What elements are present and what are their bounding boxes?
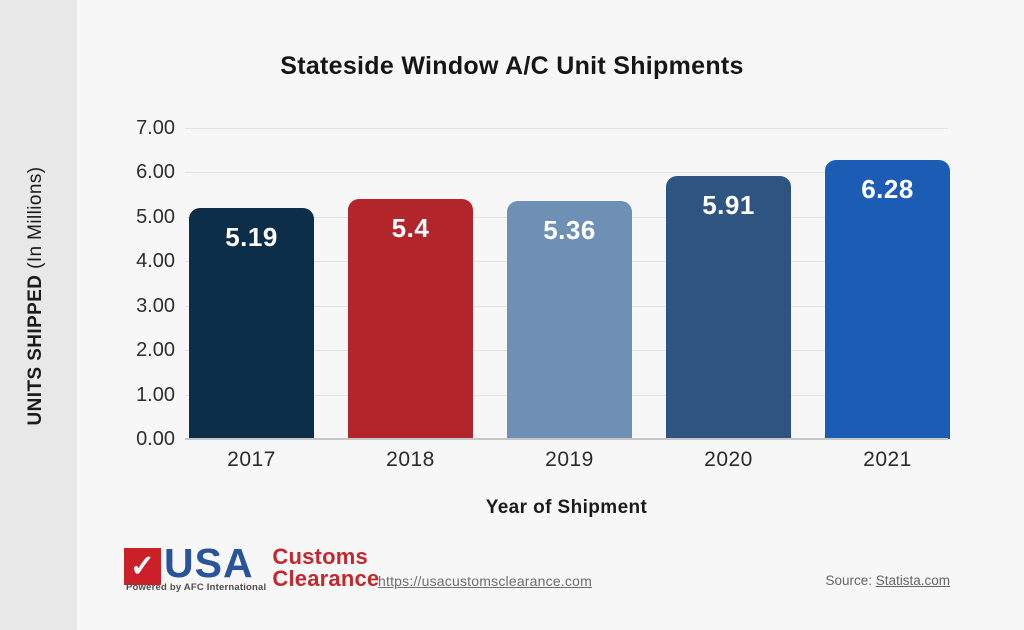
- bar-value-label-2019: 5.36: [543, 214, 596, 245]
- x-axis-line: [185, 438, 948, 440]
- bar-value-label-2020: 5.91: [702, 190, 755, 221]
- bar-2018: 5.4: [348, 199, 473, 439]
- y-axis-title-bold: UNITS SHIPPED: [25, 274, 46, 426]
- y-tick-7.00: 7.00: [136, 117, 175, 139]
- y-tick-0.00: 0.00: [136, 428, 175, 450]
- logo-customs-text: Customs: [272, 544, 368, 569]
- bar-value-label-2017: 5.19: [225, 222, 278, 253]
- y-tick-2.00: 2.00: [136, 339, 175, 362]
- left-gray-strip: [0, 0, 77, 630]
- gridline-7.00: [185, 128, 948, 129]
- bar-2019: 5.36: [507, 200, 632, 439]
- x-axis-title: Year of Shipment: [485, 497, 648, 518]
- source-attribution: Source: Statista.com: [825, 573, 950, 588]
- x-tick-2017: 2017: [227, 448, 276, 471]
- source-link[interactable]: Statista.com: [875, 573, 950, 588]
- logo-customs-clearance-block: Customs Clearance: [272, 546, 379, 590]
- y-tick-5.00: 5.00: [136, 205, 175, 228]
- logo-powered-by: Powered by AFC International: [126, 582, 267, 593]
- y-tick-4.00: 4.00: [136, 250, 175, 273]
- source-prefix: Source:: [825, 573, 876, 588]
- bar-value-label-2021: 6.28: [861, 174, 914, 204]
- y-tick-1.00: 1.00: [136, 383, 175, 406]
- y-axis-title-units: (In Millions): [25, 166, 46, 275]
- bar-2021: 6.28: [825, 160, 950, 439]
- website-link[interactable]: https://usacustomsclearance.com: [378, 573, 592, 589]
- usa-customs-clearance-logo: ✓ USA Powered by AFC International Custo…: [124, 540, 379, 594]
- logo-usa-text: USA: [164, 540, 254, 586]
- y-tick-6.00: 6.00: [136, 161, 175, 184]
- bar-chart-plot-area: 5.19 5.4 5.36 5.91 6.28: [185, 128, 950, 440]
- checkmark-icon: ✓: [124, 548, 161, 585]
- bar-2020: 5.91: [666, 176, 791, 439]
- y-tick-3.00: 3.00: [136, 294, 175, 317]
- gridline-6.00: [185, 172, 948, 174]
- footer: ✓ USA Powered by AFC International Custo…: [0, 540, 1024, 610]
- logo-usa-block: USA Powered by AFC International: [126, 540, 266, 594]
- x-tick-2021: 2021: [863, 448, 912, 471]
- bar-value-label-2018: 5.4: [391, 213, 430, 244]
- x-tick-2019: 2019: [545, 448, 594, 471]
- logo-clearance-text: Clearance: [272, 566, 380, 591]
- bar-2017: 5.19: [189, 208, 314, 439]
- x-tick-2018: 2018: [386, 448, 435, 471]
- y-axis-title: UNITS SHIPPED (In Millions): [25, 116, 51, 476]
- chart-title: Stateside Window A/C Unit Shipments: [280, 52, 744, 80]
- x-tick-2020: 2020: [704, 448, 753, 471]
